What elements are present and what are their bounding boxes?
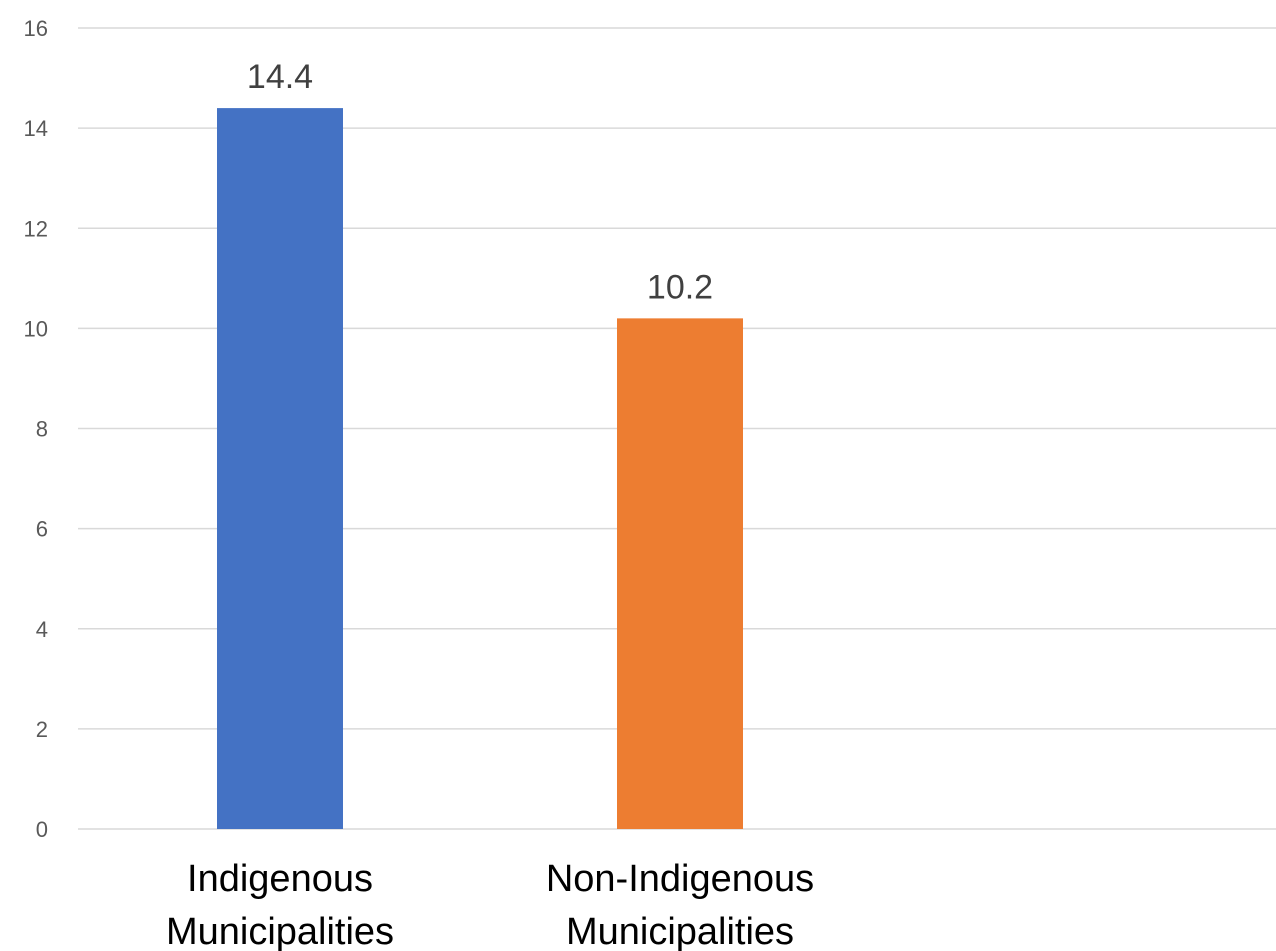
data-labels: 14.4 10.2 [247, 58, 713, 306]
y-tick-label: 4 [36, 617, 48, 642]
y-tick-label: 2 [36, 717, 48, 742]
y-axis-tick-labels: 0 2 4 6 8 10 12 14 16 [24, 16, 48, 842]
category-label: Non-Indigenous [546, 858, 814, 900]
x-axis-category-labels: Indigenous Municipalities Non-Indigenous Mu… [166, 858, 814, 951]
category-label: Municipalities [566, 911, 794, 951]
y-tick-label: 12 [24, 216, 48, 241]
y-tick-label: 8 [36, 417, 48, 442]
data-label: 14.4 [247, 58, 313, 96]
data-label: 10.2 [647, 268, 713, 306]
bars [217, 108, 743, 830]
y-tick-label: 16 [24, 16, 48, 41]
y-tick-label: 14 [24, 116, 48, 141]
category-label: Municipalities [166, 911, 394, 951]
y-tick-label: 10 [24, 316, 48, 341]
y-tick-label: 0 [36, 817, 48, 842]
bar [617, 318, 743, 829]
y-tick-label: 6 [36, 517, 48, 542]
category-label: Indigenous [187, 858, 373, 900]
bar [217, 108, 343, 830]
